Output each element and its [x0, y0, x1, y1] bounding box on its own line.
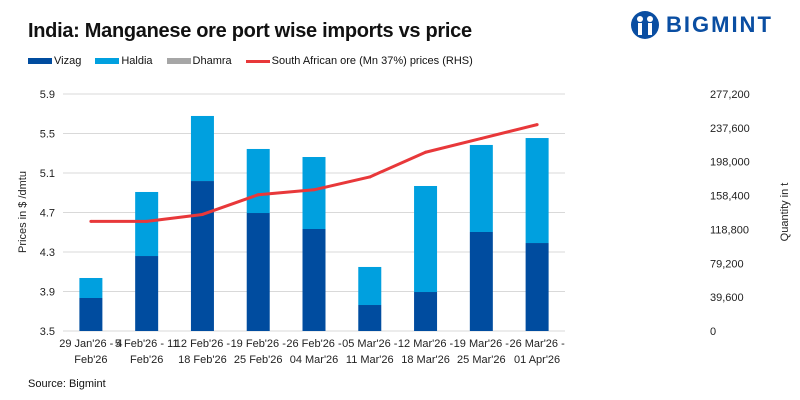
y-right-tick-label: 237,600 — [710, 123, 750, 135]
x-tick-label: 5 Feb'26 - 11 — [115, 338, 179, 350]
bigmint-logo: BIGMINT — [630, 10, 773, 40]
x-tick-label: 11 Mar'26 — [346, 354, 394, 366]
y-right-tick-label: 118,800 — [710, 224, 749, 236]
legend-swatch — [95, 58, 120, 64]
y-left-tick-label: 5.1 — [40, 168, 55, 180]
legend-label: Haldia — [121, 55, 153, 67]
bar-haldia — [414, 185, 438, 293]
x-tick-label: 19 Mar'26 - — [454, 338, 510, 350]
y-left-tick-label: 3.5 — [40, 326, 55, 338]
bar-vizag — [302, 229, 326, 331]
legend: Vizag Haldia Dhamra South African ore (M… — [28, 55, 473, 67]
legend-swatch — [28, 58, 52, 64]
price-point — [256, 193, 260, 197]
legend-item-dhamra: Dhamra — [166, 55, 232, 67]
price-point — [535, 123, 539, 127]
bar-vizag — [135, 256, 159, 331]
price-point — [424, 150, 428, 154]
x-tick-label: 05 Mar'26 - — [342, 338, 398, 350]
x-tick-label: Feb'26 — [130, 354, 163, 366]
y-left-tick-label: 5.9 — [40, 89, 55, 101]
bar-vizag — [190, 181, 214, 331]
bar-haldia — [469, 144, 493, 232]
x-tick-label: 26 Mar'26 - — [509, 338, 565, 350]
x-tick-label: 04 Mar'26 — [290, 354, 339, 366]
y-left-tick-label: 4.3 — [40, 247, 55, 259]
x-tick-label: 25 Feb'26 — [234, 354, 283, 366]
legend-item-vizag: Vizag — [28, 55, 81, 67]
x-tick-label: Feb'26 — [74, 354, 107, 366]
y-left-axis-label: Prices in $ /dmtu — [17, 171, 29, 253]
x-tick-label: 12 Mar'26 - — [398, 338, 454, 350]
price-point — [145, 219, 149, 223]
legend-label: Dhamra — [192, 55, 232, 67]
legend-item-price: South African ore (Mn 37%) prices (RHS) — [245, 55, 473, 67]
y-right-axis-label: Quantity in t — [779, 183, 791, 242]
legend-item-haldia: Haldia — [95, 55, 153, 67]
logo-people-icon — [631, 11, 659, 39]
bar-vizag — [79, 297, 103, 331]
chart-title: India: Manganese ore port wise imports v… — [28, 20, 472, 42]
price-point — [312, 188, 316, 192]
source-note: Source: Bigmint — [28, 378, 106, 390]
bar-haldia — [358, 266, 382, 306]
x-tick-label: 12 Feb'26 - — [175, 338, 231, 350]
x-tick-label: 26 Feb'26 - — [286, 338, 342, 350]
bar-vizag — [246, 213, 270, 331]
y-left-tick-label: 4.7 — [40, 208, 55, 220]
y-right-tick-label: 277,200 — [710, 89, 750, 101]
price-point — [368, 175, 372, 179]
bar-vizag — [525, 243, 549, 331]
legend-label: Vizag — [54, 55, 82, 67]
bar-vizag — [469, 231, 493, 331]
bar-vizag — [358, 305, 382, 331]
price-point — [89, 219, 93, 223]
y-left-tick-label: 5.5 — [40, 129, 55, 141]
y-right-tick-label: 79,200 — [710, 258, 744, 270]
legend-swatch — [245, 59, 270, 63]
x-tick-label: 18 Mar'26 — [401, 354, 450, 366]
price-point — [479, 136, 483, 140]
x-tick-label: 18 Feb'26 — [178, 354, 227, 366]
legend-swatch — [166, 58, 191, 64]
price-point — [200, 212, 204, 216]
x-tick-label: 19 Feb'26 - — [231, 338, 287, 350]
x-tick-label: 29 Jan'26 - 4 — [59, 338, 122, 350]
bar-haldia — [135, 191, 159, 257]
bar-haldia — [190, 115, 214, 182]
y-left-tick-label: 3.9 — [40, 287, 55, 299]
logo-text: BIGMINT — [666, 12, 773, 37]
bar-haldia — [302, 157, 326, 230]
x-tick-label: 25 Mar'26 — [457, 354, 506, 366]
y-right-tick-label: 0 — [710, 326, 716, 338]
y-right-tick-label: 158,400 — [710, 191, 750, 203]
bar-haldia — [525, 138, 549, 244]
x-tick-label: 01 Apr'26 — [514, 354, 560, 366]
legend-label: South African ore (Mn 37%) prices (RHS) — [271, 55, 473, 67]
y-right-tick-label: 39,600 — [710, 292, 744, 304]
bar-haldia — [79, 277, 103, 298]
y-right-tick-label: 198,000 — [710, 157, 750, 169]
bar-vizag — [414, 292, 438, 331]
bar-haldia — [246, 148, 270, 214]
